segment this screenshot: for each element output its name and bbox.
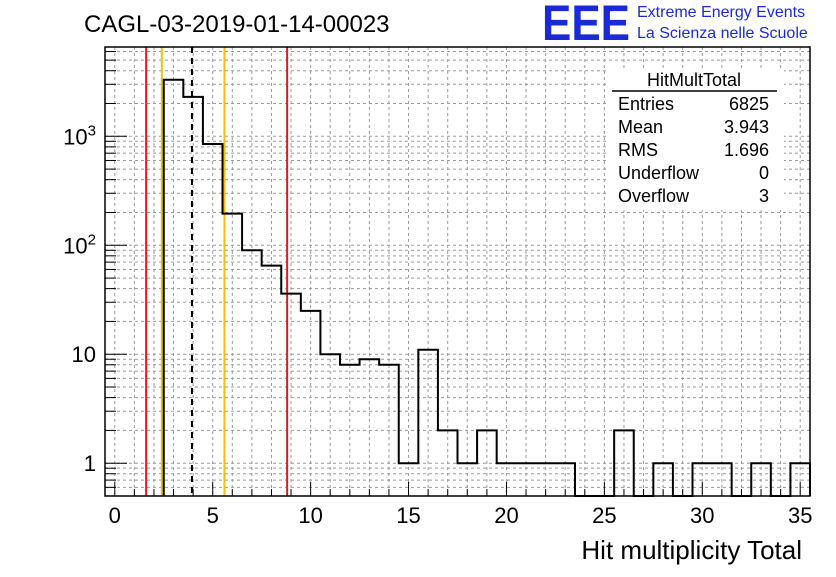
eee-logo-line1: Extreme Energy Events: [637, 4, 805, 21]
x-tick-label: 30: [690, 503, 714, 528]
stats-box: HitMultTotal Entries 6825 Mean 3.943 RMS 1.69…: [606, 68, 784, 210]
stats-row-label: Underflow: [618, 163, 700, 183]
stats-box-title: HitMultTotal: [647, 70, 741, 90]
stats-row-label: Entries: [618, 94, 674, 114]
eee-logo-line2: La Scienza nelle Scuole: [637, 25, 808, 42]
reference-lines: [145, 47, 289, 496]
stats-row-value: 3: [759, 186, 769, 206]
y-tick-label: 103: [63, 122, 96, 149]
x-tick-label: 15: [396, 503, 420, 528]
x-tick-label: 0: [109, 503, 121, 528]
stats-row-value: 3.943: [724, 117, 769, 137]
stats-row-value: 6825: [729, 94, 769, 114]
histogram-series-line: [162, 78, 811, 497]
y-axis-tick-labels: 1 10 102 103: [63, 122, 96, 476]
plot-frame: [104, 46, 811, 497]
stats-row-value: 1.696: [724, 140, 769, 160]
chart-title: CAGL-03-2019-01-14-00023: [84, 11, 390, 38]
eee-logo-mark: EEE: [542, 0, 630, 51]
stats-row-label: Overflow: [618, 186, 690, 206]
stats-row-label: Mean: [618, 117, 663, 137]
y-tick-label: 10: [72, 342, 96, 367]
x-tick-label: 35: [788, 503, 812, 528]
eee-logo: EEE Extreme Energy Events La Scienza nel…: [542, 0, 808, 51]
stats-box-rows: Entries 6825 Mean 3.943 RMS 1.696 Underflow 0 Ov…: [618, 94, 769, 206]
x-tick-label: 5: [207, 503, 219, 528]
x-tick-label: 20: [494, 503, 518, 528]
grid-lines: [105, 47, 810, 497]
x-tick-label: 10: [298, 503, 322, 528]
stats-row-label: RMS: [618, 140, 658, 160]
y-tick-label: 102: [63, 231, 96, 258]
x-tick-label: 25: [592, 503, 616, 528]
y-tick-label: 1: [84, 451, 96, 476]
axis-ticks: [105, 51, 801, 497]
stats-row-value: 0: [759, 163, 769, 183]
x-axis-tick-labels: 0 5 10 15 20 25 30 35: [109, 503, 813, 528]
x-axis-title: Hit multiplicity Total: [581, 535, 802, 565]
